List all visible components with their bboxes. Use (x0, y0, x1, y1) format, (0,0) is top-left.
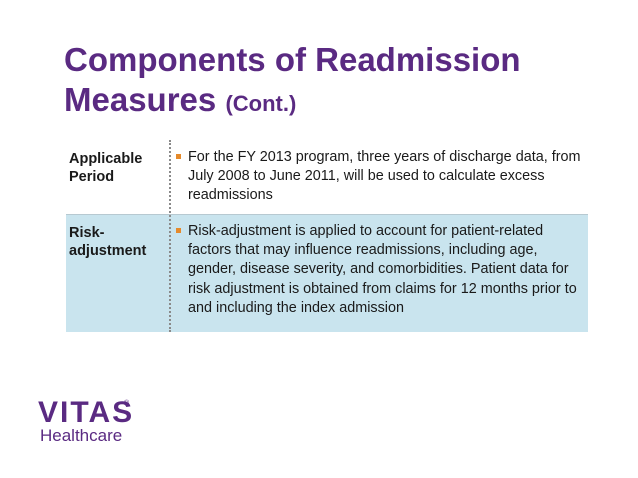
column-divider (169, 140, 171, 332)
title-measures: Measures (64, 81, 217, 118)
logo-brand: VITAS (38, 396, 135, 429)
bullet-icon (176, 228, 181, 233)
components-table: Applicable Period For the FY 2013 progra… (66, 140, 588, 332)
table-row-risk-adjustment: Risk- adjustment Risk-adjustment is appl… (66, 214, 588, 332)
slide-title: Components of Readmission Measures (Cont… (64, 40, 604, 124)
title-line-2: Measures (Cont.) (64, 80, 604, 124)
registered-mark: ® (124, 400, 130, 407)
title-cont: (Cont.) (225, 91, 297, 116)
row-label-line: adjustment (69, 243, 147, 259)
table-row-applicable-period: Applicable Period For the FY 2013 progra… (66, 140, 588, 214)
bullet-icon (176, 154, 181, 159)
row-label-line: Applicable (69, 151, 143, 167)
row-content-risk-adjustment: Risk-adjustment is applied to account fo… (176, 222, 586, 318)
row-label-risk-adjustment: Risk- adjustment (69, 224, 161, 260)
row-label-line: Risk- (69, 225, 105, 241)
row-divider (66, 214, 588, 215)
row-label-line: Period (69, 169, 115, 185)
title-line-1: Components of Readmission (64, 41, 521, 78)
logo-healthcare: Healthcare (40, 426, 123, 445)
vitas-healthcare-logo: VITAS ® Healthcare (38, 398, 148, 448)
row-label-applicable-period: Applicable Period (69, 150, 161, 186)
row-text: Risk-adjustment is applied to account fo… (188, 223, 577, 316)
row-content-applicable-period: For the FY 2013 program, three years of … (176, 148, 586, 206)
row-text: For the FY 2013 program, three years of … (188, 149, 581, 204)
